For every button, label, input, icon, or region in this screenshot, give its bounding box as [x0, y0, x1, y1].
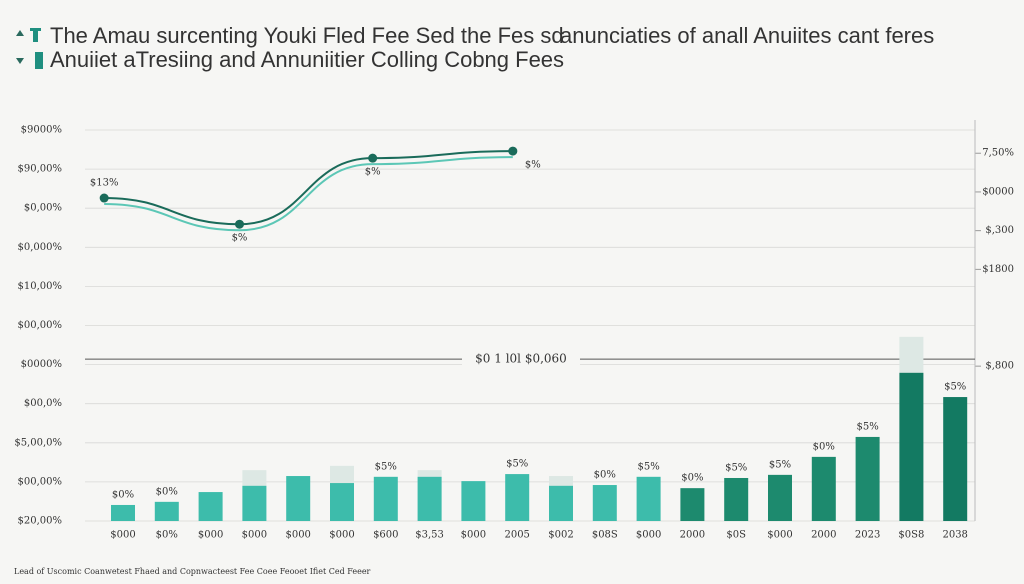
y-tick-label: $00,00% [18, 476, 63, 487]
bar [592, 485, 617, 521]
x-tick-label: $0S [726, 530, 746, 541]
value-label: $0% [156, 486, 178, 497]
line-shadow [104, 156, 513, 232]
bar [111, 504, 135, 521]
x-tick-label: $600 [373, 530, 398, 541]
line-point [508, 146, 518, 156]
y-tick-label: $0000% [21, 359, 62, 370]
y-tick-label: $00,0% [24, 398, 62, 409]
y2-tick-label: $1800 [982, 264, 1014, 275]
bar [768, 474, 792, 521]
bar [943, 397, 968, 521]
y-tick-label: $10,00% [18, 281, 63, 292]
line-point [235, 219, 245, 229]
chart-title: anunciaties of anall Anuiites cant feres [560, 23, 934, 48]
x-tick-label: $0% [156, 530, 178, 541]
value-label: $5% [769, 459, 791, 470]
value-label: $0% [813, 441, 835, 452]
line [104, 150, 513, 226]
y-tick-label: $00,00% [18, 320, 63, 331]
x-tick-label: 2000 [680, 530, 705, 541]
x-tick-label: $000 [110, 530, 135, 541]
x-tick-label: $000 [285, 530, 310, 541]
y-tick-label: $9000% [21, 125, 62, 136]
line-point [368, 153, 378, 163]
bar [373, 476, 398, 521]
y-tick-label: $5,00,0% [14, 437, 62, 448]
bar [680, 488, 705, 521]
bar [855, 436, 880, 521]
footnote: Lead of Uscomic Coanwetest Fhaed and Cop… [14, 567, 371, 576]
x-tick-label: 2023 [855, 530, 880, 541]
bar [154, 501, 179, 521]
line-value-label: $% [232, 233, 248, 244]
x-tick-label: $0S8 [898, 530, 924, 541]
line-point [99, 193, 109, 203]
reference-box [462, 350, 580, 369]
line-value-label: $13% [90, 178, 119, 189]
x-tick-label: $000 [329, 530, 354, 541]
y2-tick-label: $,800 [985, 361, 1014, 372]
x-tick-label: $002 [548, 530, 573, 541]
bar [636, 476, 661, 521]
bar [417, 476, 442, 521]
x-tick-label: $000 [767, 530, 792, 541]
x-tick-label: $3,53 [415, 530, 444, 541]
bar [899, 372, 924, 521]
x-tick-label: $000 [242, 530, 267, 541]
bar [198, 492, 223, 521]
x-tick-label: 2038 [942, 530, 967, 541]
bar [286, 476, 311, 521]
y2-tick-label: $,300 [985, 225, 1014, 236]
value-label: $5% [375, 461, 397, 472]
x-tick-label: $000 [636, 530, 661, 541]
x-tick-label: 2000 [811, 530, 836, 541]
y-tick-label: $90,00% [18, 164, 63, 175]
y-tick-label: $20,00% [18, 516, 63, 527]
value-label: $0% [112, 489, 134, 500]
chart-title: The Amau surcenting Youki Fled Fee Sed t… [50, 23, 564, 48]
bar [811, 456, 836, 521]
line-value-label: $% [365, 167, 381, 178]
line-value-label: $% [525, 160, 541, 171]
y2-tick-label: $0000 [982, 186, 1014, 197]
value-label: $5% [856, 421, 878, 432]
x-tick-label: $000 [198, 530, 223, 541]
value-label: $5% [725, 462, 747, 473]
x-tick-label: 2005 [504, 530, 529, 541]
value-label: $0% [681, 473, 703, 484]
value-label: $0% [594, 470, 616, 481]
bar [242, 485, 267, 521]
value-label: $5% [637, 461, 659, 472]
x-tick-label: $000 [461, 530, 486, 541]
reference-label: $0 1 l0l $0,060 [475, 352, 567, 366]
x-tick-label: $08S [592, 530, 618, 541]
y2-tick-label: 7,50% [982, 148, 1014, 159]
value-label: $5% [944, 382, 966, 393]
chart-subtitle: Anuiiet aTresiing and Annuniitier Collin… [50, 47, 564, 72]
y-tick-label: $0,000% [18, 242, 63, 253]
value-label: $5% [506, 459, 528, 470]
bar [461, 481, 486, 521]
bar [724, 477, 749, 521]
bar [549, 485, 573, 521]
y-tick-label: $0,00% [24, 203, 62, 214]
title-icons [16, 28, 43, 69]
bar [505, 474, 530, 521]
bar [330, 483, 354, 521]
